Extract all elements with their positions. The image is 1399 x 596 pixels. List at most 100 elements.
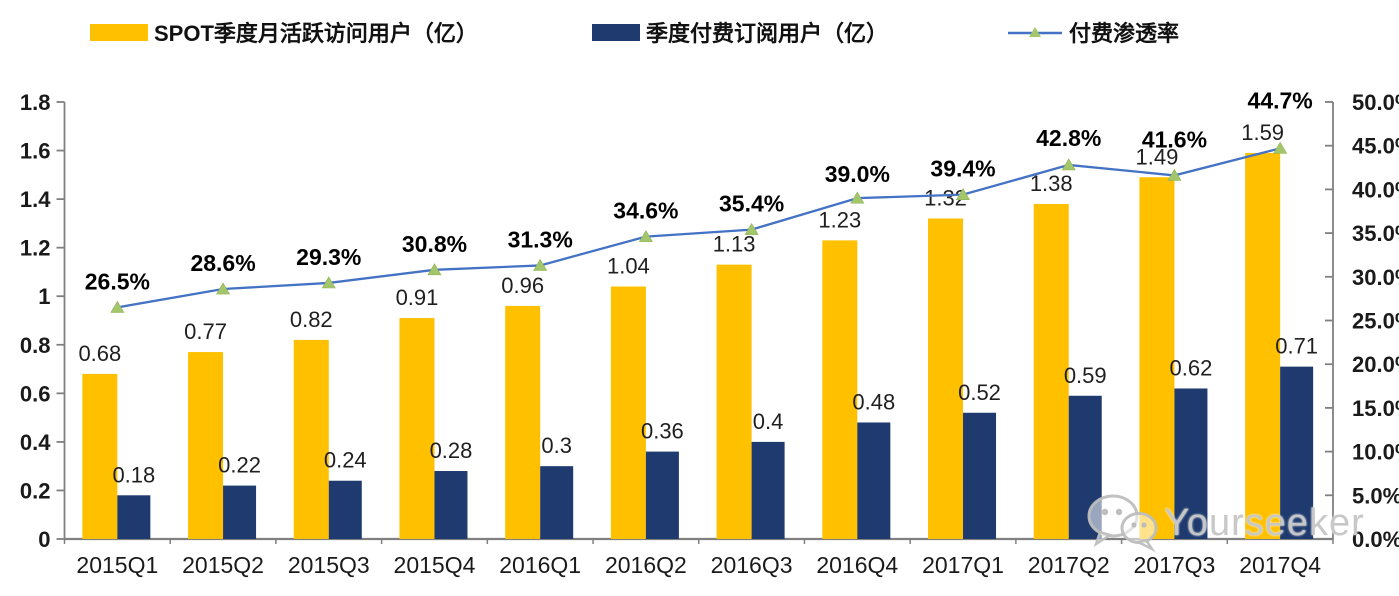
subs-value-label: 0.59 xyxy=(1064,363,1107,388)
mau-bar xyxy=(293,339,329,539)
right-axis-tick-label: 25.0% xyxy=(1352,309,1399,334)
mau-bar xyxy=(188,352,224,539)
penetration-line xyxy=(117,147,1281,309)
subs-bar xyxy=(117,495,151,539)
subs-value-label: 0.52 xyxy=(958,380,1001,405)
subs-bar xyxy=(1280,366,1314,539)
subs-value-label: 0.18 xyxy=(112,462,155,487)
right-axis-tick-label: 30.0% xyxy=(1352,265,1399,290)
right-axis-tick-label: 45.0% xyxy=(1352,134,1399,159)
subs-value-label: 0.3 xyxy=(541,433,572,458)
legend-item-penetration: 付费渗透率 xyxy=(1007,16,1179,48)
penetration-value-label: 35.4% xyxy=(719,191,784,217)
mau-bar xyxy=(716,264,752,539)
mau-value-label: 1.13 xyxy=(713,232,756,257)
left-axis-tick-label: 0.4 xyxy=(20,430,51,455)
legend-label-mau: SPOT季度月活跃访问用户（亿） xyxy=(154,21,478,46)
subs-bar xyxy=(1174,388,1208,539)
penetration-value-label: 39.0% xyxy=(825,161,890,187)
left-axis-tick-label: 0.2 xyxy=(20,478,51,503)
right-axis-tick-label: 5.0% xyxy=(1352,483,1399,508)
mau-value-label: 0.68 xyxy=(78,341,121,366)
mau-bar xyxy=(1139,177,1175,539)
subs-value-label: 0.22 xyxy=(218,453,261,478)
subs-bar xyxy=(328,480,362,539)
penetration-marker xyxy=(533,258,548,271)
mau-bar xyxy=(1245,152,1281,539)
penetration-marker xyxy=(427,263,442,276)
legend-item-mau: SPOT季度月活跃访问用户（亿） xyxy=(90,16,478,48)
mau-value-label: 1.04 xyxy=(607,254,650,279)
right-axis-tick-label: 50.0% xyxy=(1352,90,1399,115)
subs-value-label: 0.62 xyxy=(1170,355,1213,380)
penetration-marker xyxy=(110,300,125,313)
penetration-marker xyxy=(216,282,231,295)
chart-legend: SPOT季度月活跃访问用户（亿） 季度付费订阅用户（亿） 付费渗透率 xyxy=(0,10,1399,54)
subs-bar xyxy=(434,471,468,539)
penetration-value-label: 30.8% xyxy=(402,231,467,257)
penetration-marker xyxy=(744,223,759,235)
x-axis-label: 2017Q4 xyxy=(1239,552,1321,578)
mau-value-label: 1.49 xyxy=(1136,144,1179,169)
subs-value-label: 0.36 xyxy=(641,419,684,444)
right-axis-tick-label: 40.0% xyxy=(1352,177,1399,202)
penetration-value-label: 42.8% xyxy=(1036,125,1101,151)
right-axis-tick-label: 35.0% xyxy=(1352,221,1399,246)
penetration-value-label: 41.6% xyxy=(1142,126,1207,152)
penetration-marker xyxy=(955,188,971,200)
mau-bar-swatch-icon xyxy=(90,23,148,41)
x-axis-label: 2017Q1 xyxy=(922,552,1004,578)
legend-label-penetration: 付费渗透率 xyxy=(1069,21,1180,46)
mau-value-label: 0.77 xyxy=(184,319,227,344)
penetration-marker xyxy=(321,276,336,289)
left-axis-tick-label: 1.6 xyxy=(20,139,51,164)
x-axis-label: 2015Q1 xyxy=(76,552,158,578)
line-triangle-swatch-icon xyxy=(1008,26,1062,37)
subs-bar-swatch-icon xyxy=(592,23,640,41)
subs-bar xyxy=(540,466,574,539)
penetration-value-label: 26.5% xyxy=(85,268,150,294)
left-axis-tick-label: 0.6 xyxy=(20,381,51,406)
x-axis-label: 2016Q2 xyxy=(605,552,687,578)
right-axis-tick-label: 0.0% xyxy=(1352,527,1399,552)
penetration-marker xyxy=(638,230,653,242)
mau-value-label: 1.59 xyxy=(1241,120,1284,145)
mau-value-label: 0.91 xyxy=(396,285,439,310)
mau-bar xyxy=(928,218,964,540)
penetration-marker xyxy=(1273,141,1288,154)
x-axis-label: 2015Q3 xyxy=(288,552,370,578)
mau-bar xyxy=(399,318,435,539)
subs-value-label: 0.48 xyxy=(852,389,895,414)
left-axis-tick-label: 0 xyxy=(38,527,50,552)
penetration-value-label: 44.7% xyxy=(1248,87,1313,113)
x-axis-label: 2017Q3 xyxy=(1134,552,1216,578)
subs-value-label: 0.4 xyxy=(753,409,784,434)
mau-value-label: 0.96 xyxy=(501,273,544,298)
x-axis-label: 2017Q2 xyxy=(1028,552,1110,578)
subs-value-label: 0.28 xyxy=(430,438,473,463)
left-axis-tick-label: 1 xyxy=(38,284,50,309)
left-axis-tick-label: 1.4 xyxy=(20,187,51,212)
subs-value-label: 0.24 xyxy=(324,448,367,473)
mau-value-label: 0.82 xyxy=(290,307,333,332)
right-axis-tick-label: 10.0% xyxy=(1352,440,1399,465)
mau-value-label: 1.38 xyxy=(1030,171,1073,196)
left-axis-tick-label: 0.8 xyxy=(20,333,51,358)
subs-bar xyxy=(963,412,997,539)
right-axis-tick-label: 20.0% xyxy=(1352,352,1399,377)
subs-bar xyxy=(857,422,891,539)
mau-bar xyxy=(610,286,646,539)
subs-value-label: 0.71 xyxy=(1275,334,1318,359)
penetration-value-label: 29.3% xyxy=(296,244,361,270)
mau-bar xyxy=(822,240,858,539)
left-axis-tick-label: 1.8 xyxy=(20,90,51,115)
x-axis-label: 2016Q3 xyxy=(711,552,793,578)
subs-bar xyxy=(223,485,257,539)
x-axis-label: 2015Q4 xyxy=(394,552,476,578)
mau-value-label: 1.23 xyxy=(818,207,861,232)
mau-bar xyxy=(505,305,541,539)
legend-label-subs: 季度付费订阅用户（亿） xyxy=(646,21,889,46)
mau-bar xyxy=(1033,203,1069,539)
